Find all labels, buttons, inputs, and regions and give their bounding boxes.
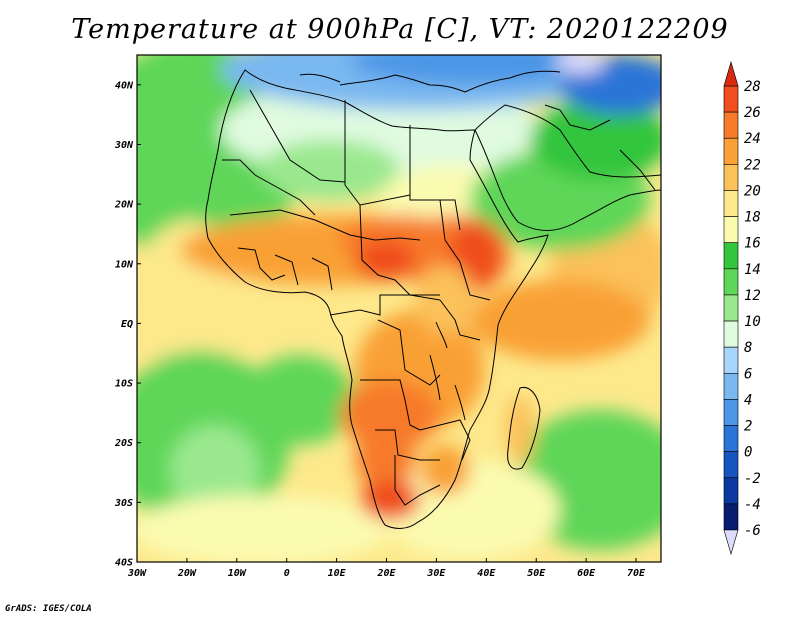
map-frame: [136, 54, 662, 563]
colorbar-label-14: 14: [744, 262, 761, 278]
colorbar-label--2: -2: [744, 471, 761, 487]
colorbar-swatch-10: [723, 294, 739, 322]
lon-tick-label-4: 10E: [328, 568, 347, 579]
lon-tick-label-7: 40E: [477, 568, 496, 579]
colorbar-label-24: 24: [744, 131, 761, 147]
colorbar-label-20: 20: [744, 183, 761, 199]
colorbar-swatch-2: [723, 399, 739, 426]
colorbar-swatch--6: [723, 503, 739, 531]
colorbar-swatch-8: [723, 320, 739, 348]
colorbar-label--4: -4: [744, 497, 761, 513]
colorbar-label-26: 26: [744, 105, 761, 121]
colorbar-swatch-20: [723, 164, 739, 191]
colorbar-label-0: 0: [744, 445, 752, 461]
colorbar-swatch-16: [723, 216, 739, 244]
colorbar-label-2: 2: [744, 419, 752, 435]
temperature-field: [137, 55, 661, 562]
colorbar-swatch-24: [723, 111, 739, 139]
colorbar-label-4: 4: [744, 392, 752, 408]
colorbar-swatch--2: [723, 451, 739, 479]
lat-tick-label-4: EQ: [121, 319, 133, 330]
colorbar-swatch-6: [723, 346, 739, 374]
lon-tick-label-10: 70E: [627, 568, 646, 579]
colorbar-label-22: 22: [744, 157, 761, 173]
colorbar-swatch-4: [723, 372, 739, 400]
lon-tick-label-0: 30W: [127, 568, 147, 579]
colorbar-swatch-18: [723, 190, 739, 217]
latitude-axis: 40N 30N 20N 10N EQ 10S 20S 30S 40S: [114, 80, 141, 569]
colorbar-swatch-26: [723, 85, 739, 113]
colorbar-label-28: 28: [744, 79, 761, 95]
lat-tick-label-2: 20N: [114, 200, 134, 211]
colorbar-label-6: 6: [744, 366, 752, 382]
lat-tick-label-7: 30S: [114, 498, 133, 509]
chart-title: Temperature at 900hPa [C], VT: 202012220…: [71, 14, 729, 45]
colorbar-swatch-14: [723, 242, 739, 270]
coastlines-and-borders: [205, 69, 661, 529]
colorbar-swatch-22: [723, 137, 739, 165]
colorbar-label-10: 10: [744, 314, 761, 330]
colorbar-label-18: 18: [744, 210, 761, 226]
grads-credit: GrADS: IGES/COLA: [5, 604, 92, 614]
colorbar-swatch-0: [723, 425, 739, 452]
colorbar-max-triangle: [723, 60, 739, 87]
lon-tick-label-9: 60E: [577, 568, 596, 579]
colorbar-swatch-12: [723, 268, 739, 296]
colorbar-label--6: -6: [744, 523, 761, 539]
lat-tick-label-1: 30N: [114, 140, 134, 151]
lon-tick-label-1: 20W: [177, 568, 197, 579]
colorbar-label-12: 12: [744, 288, 761, 304]
lon-tick-label-8: 50E: [527, 568, 546, 579]
lat-tick-label-6: 20S: [114, 438, 133, 449]
lon-tick-label-5: 20E: [376, 568, 396, 579]
lat-tick-label-8: 40S: [115, 558, 133, 569]
colorbar-label-16: 16: [744, 236, 761, 252]
longitude-axis: 30W 20W 10W 0 10E 20E 30E 40E 50E 60E 70E: [127, 558, 646, 579]
colorbar-min-triangle: [723, 529, 739, 556]
lon-tick-label-3: 0: [284, 568, 290, 579]
colorbar-label-8: 8: [744, 340, 752, 356]
lon-tick-label-6: 30E: [426, 568, 446, 579]
lat-tick-label-5: 10S: [115, 379, 133, 390]
lat-tick-label-0: 40N: [115, 80, 134, 91]
lat-tick-label-3: 10N: [115, 259, 134, 270]
colorbar-swatch--4: [723, 477, 739, 505]
lon-tick-label-2: 10W: [228, 568, 247, 579]
